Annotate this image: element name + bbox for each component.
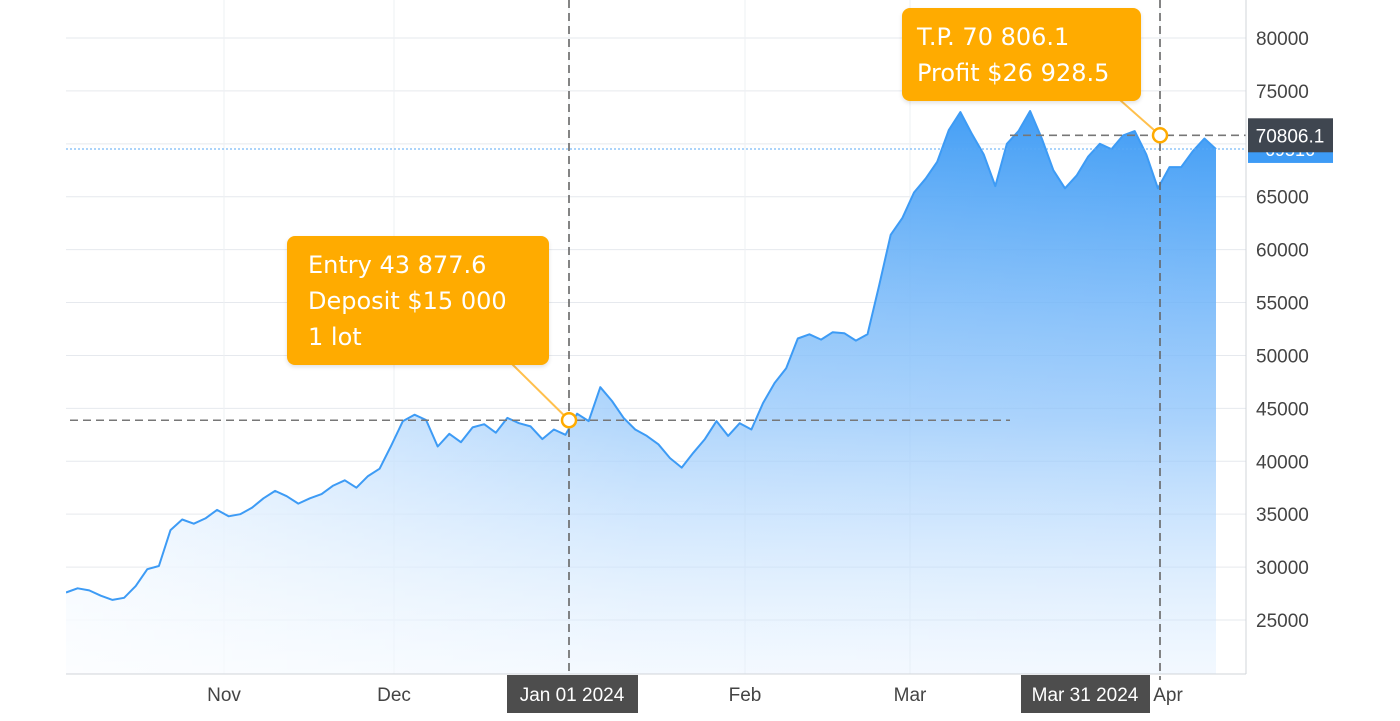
entry-callout: Entry 43 877.6 Deposit $15 000 1 lot (287, 236, 549, 365)
tp-callout-line-2: Profit $26 928.5 (917, 59, 1110, 87)
y-tick-label-80000: 80000 (1256, 29, 1309, 50)
tp-callout-line-1: T.P. 70 806.1 (917, 23, 1070, 51)
y-tick-label-35000: 35000 (1256, 505, 1309, 526)
entry-marker (560, 411, 578, 429)
tp-price-badge-text: 70806.1 (1256, 126, 1325, 147)
tp-marker (1151, 127, 1169, 144)
y-tick-label-50000: 50000 (1256, 346, 1309, 367)
entry-date-badge-text: Jan 01 2024 (520, 685, 625, 706)
entry-callout-line-1: Entry 43 877.6 (308, 251, 487, 279)
x-tick-label-feb: Feb (729, 685, 762, 706)
y-tick-label-30000: 30000 (1256, 558, 1309, 579)
reference-lines (66, 0, 1246, 680)
price-area-series (66, 110, 1217, 674)
y-tick-label-75000: 75000 (1256, 82, 1309, 103)
y-tick-label-25000: 25000 (1256, 611, 1309, 632)
tp-callout-connector (1119, 99, 1161, 137)
price-line (66, 110, 1217, 601)
tp-date-badge (1021, 675, 1150, 713)
x-tick-label-dec: Dec (377, 685, 411, 706)
x-tick-label-mar: Mar (894, 685, 927, 706)
y-tick-label-55000: 55000 (1256, 294, 1309, 315)
entry-callout-connector (511, 363, 570, 421)
tp-price-badge (1248, 118, 1333, 153)
entry-date-badge (507, 675, 638, 713)
axis-labels: 25000 30000 35000 40000 45000 50000 55000 60000… (207, 29, 1333, 713)
entry-callout-line-3: 1 lot (308, 323, 362, 351)
x-tick-label-nov: Nov (207, 685, 241, 706)
x-tick-label-apr: Apr (1153, 685, 1183, 706)
y-tick-label-45000: 45000 (1256, 399, 1309, 420)
axes (66, 0, 1247, 675)
take-profit-callout: T.P. 70 806.1 Profit $26 928.5 (902, 8, 1141, 101)
y-tick-label-40000: 40000 (1256, 452, 1309, 473)
y-tick-label-65000: 65000 (1256, 188, 1309, 209)
entry-callout-line-2: Deposit $15 000 (308, 287, 507, 315)
y-tick-label-60000: 60000 (1256, 241, 1309, 262)
price-area-fade (66, 111, 1216, 674)
tp-date-badge-text: Mar 31 2024 (1032, 685, 1139, 706)
